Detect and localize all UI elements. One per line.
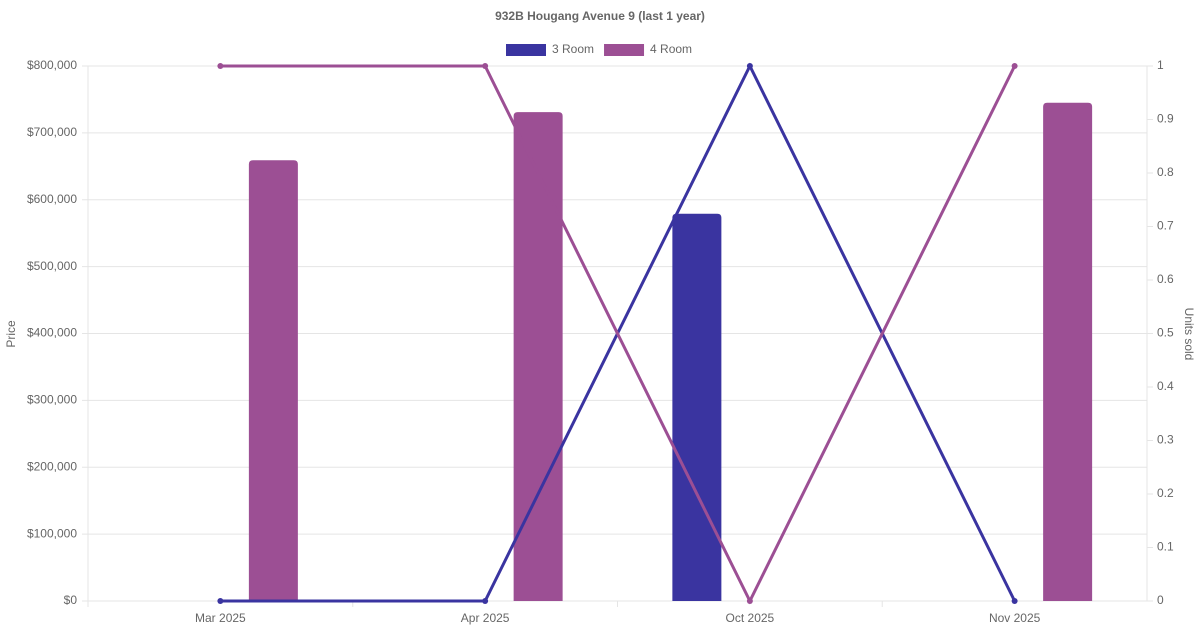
y2-tick-label: 0.1 bbox=[1157, 540, 1174, 554]
y2-tick-label: 0.9 bbox=[1157, 112, 1174, 126]
y-tick-label: $200,000 bbox=[27, 459, 77, 473]
legend-swatch bbox=[604, 44, 645, 56]
point bbox=[217, 63, 224, 69]
bar bbox=[672, 213, 722, 601]
y2-tick-label: 0.7 bbox=[1157, 219, 1174, 233]
x-tick-label: Apr 2025 bbox=[461, 611, 510, 625]
y2-tick-label: 0.4 bbox=[1157, 379, 1174, 393]
y2-tick-label: 0.3 bbox=[1157, 433, 1174, 447]
y-tick-label: $500,000 bbox=[27, 259, 77, 273]
point bbox=[746, 598, 753, 604]
bar bbox=[248, 160, 298, 601]
y2-tick-label: 0 bbox=[1157, 593, 1164, 607]
y2-tick-label: 0.6 bbox=[1157, 272, 1174, 286]
y-tick-label: $800,000 bbox=[27, 58, 77, 72]
legend-label: 3 Room bbox=[552, 42, 594, 56]
point bbox=[482, 63, 489, 69]
point bbox=[1011, 598, 1018, 604]
x-tick-label: Mar 2025 bbox=[195, 611, 246, 625]
x-tick-label: Nov 2025 bbox=[989, 611, 1041, 625]
y-tick-label: $300,000 bbox=[27, 393, 77, 407]
point bbox=[1011, 63, 1018, 69]
line bbox=[220, 64, 1016, 605]
point bbox=[482, 598, 489, 604]
x-tick-label: Oct 2025 bbox=[726, 611, 775, 625]
y-tick-label: $0 bbox=[64, 593, 78, 607]
legend-label: 4 Room bbox=[650, 42, 692, 56]
y2-axis-label: Units sold bbox=[1182, 308, 1196, 361]
point bbox=[746, 63, 753, 69]
bar bbox=[1043, 102, 1093, 601]
bar bbox=[513, 112, 563, 602]
y2-tick-label: 0.5 bbox=[1157, 326, 1174, 340]
chart-title: 932B Hougang Avenue 9 (last 1 year) bbox=[495, 9, 705, 23]
y-tick-label: $400,000 bbox=[27, 326, 77, 340]
y2-tick-label: 0.2 bbox=[1157, 486, 1174, 500]
legend-swatch bbox=[506, 44, 546, 56]
y-tick-label: $100,000 bbox=[27, 526, 77, 540]
point bbox=[217, 598, 224, 604]
y2-tick-label: 1 bbox=[1157, 58, 1164, 72]
y-tick-label: $600,000 bbox=[27, 192, 77, 206]
y-axis-label: Price bbox=[4, 320, 18, 348]
y2-tick-label: 0.8 bbox=[1157, 165, 1174, 179]
y-tick-label: $700,000 bbox=[27, 125, 77, 139]
